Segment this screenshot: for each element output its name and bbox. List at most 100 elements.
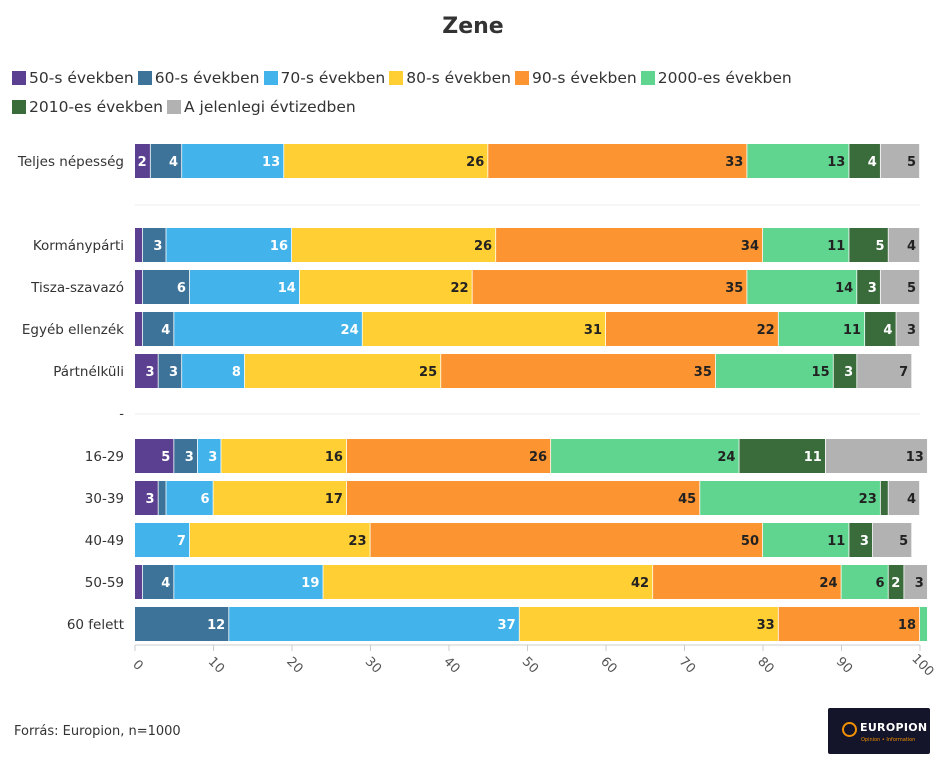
- legend-label: 80-s években: [406, 69, 511, 87]
- bar-segment: [841, 565, 888, 599]
- europion-logo: EUROPION Opinion • Information: [828, 708, 930, 754]
- category-label: Kormánypárti: [33, 238, 124, 254]
- data-label: 8: [232, 365, 241, 380]
- data-label: 13: [827, 155, 845, 170]
- bar-segment: [135, 312, 143, 346]
- x-tick-label: 70: [676, 654, 698, 676]
- legend-label: A jelenlegi évtizedben: [184, 98, 356, 116]
- category-label: 50-59: [85, 575, 124, 591]
- legend-label: 2010-es években: [29, 98, 163, 116]
- bar-segment: [142, 270, 190, 304]
- bar-segment: [166, 228, 292, 262]
- bar-segment: [135, 354, 158, 388]
- bar-segment: [323, 565, 653, 599]
- data-label: 31: [584, 323, 602, 338]
- bar-segment: [747, 270, 857, 304]
- data-label: 3: [153, 239, 162, 254]
- data-label: 3: [146, 492, 155, 507]
- data-label: 4: [907, 492, 916, 507]
- bar-segment: [142, 228, 166, 262]
- data-label: 3: [185, 450, 194, 465]
- data-label: 26: [529, 450, 547, 465]
- legend-label: 70-s években: [280, 69, 386, 87]
- bar-segment: [213, 481, 347, 515]
- bar-segment: [370, 523, 763, 557]
- bar-segment: [299, 270, 472, 304]
- data-label: 5: [876, 239, 885, 254]
- bar-segment: [872, 523, 912, 557]
- data-label: 4: [868, 155, 877, 170]
- category-label: Tisza-szavazó: [30, 280, 124, 296]
- bar-segment: [488, 144, 747, 178]
- bar-segment: [472, 270, 747, 304]
- data-label: 4: [883, 323, 892, 338]
- data-label: 24: [819, 576, 837, 591]
- bar-segment: [700, 481, 880, 515]
- category-label: 60 felett: [67, 617, 124, 633]
- legend-label: 50-s években: [29, 69, 134, 87]
- legend: 50-s években 60-s években 70-s években 80-s…: [12, 64, 932, 122]
- bar-segment: [135, 439, 174, 473]
- data-label: 3: [868, 281, 877, 296]
- bar-segment: [135, 270, 143, 304]
- data-label: 18: [898, 618, 916, 633]
- bar-segment: [182, 144, 284, 178]
- logo-text: EUROPION: [860, 721, 928, 734]
- bar-segment: [135, 144, 150, 178]
- data-label: 13: [262, 155, 280, 170]
- data-label: 35: [725, 281, 743, 296]
- bar-segment: [135, 565, 143, 599]
- data-label: 15: [812, 365, 830, 380]
- legend-item: 60-s években: [137, 64, 260, 93]
- bar-segment: [182, 354, 245, 388]
- x-tick-label: 90: [833, 654, 855, 676]
- data-label: 2: [891, 576, 900, 591]
- bar-segment: [920, 607, 928, 641]
- bar-segment: [763, 228, 849, 262]
- data-label: 4: [161, 323, 170, 338]
- source-note: Forrás: Europion, n=1000: [14, 724, 181, 739]
- data-label: 35: [694, 365, 712, 380]
- data-label: 4: [161, 576, 170, 591]
- bar-segment: [346, 439, 551, 473]
- x-tick-label: 0: [129, 657, 145, 673]
- bar-segment: [849, 523, 873, 557]
- data-label: 16: [270, 239, 288, 254]
- bar-segment: [739, 439, 825, 473]
- bar-segment: [496, 228, 763, 262]
- data-label: 26: [474, 239, 492, 254]
- data-label: 14: [278, 281, 296, 296]
- bar-segment: [142, 312, 174, 346]
- bar-segment: [825, 439, 928, 473]
- x-tick-label: 60: [597, 654, 619, 676]
- data-label: 6: [200, 492, 209, 507]
- bar-segment: [135, 607, 229, 641]
- data-label: 50: [741, 534, 759, 549]
- legend-swatch: [263, 71, 278, 85]
- legend-label: 90-s években: [532, 69, 637, 87]
- data-label: 24: [717, 450, 735, 465]
- bar-segment: [135, 481, 158, 515]
- legend-item: 70-s években: [263, 64, 386, 93]
- data-label: 3: [146, 365, 155, 380]
- bar-segment: [189, 270, 300, 304]
- data-label: 25: [419, 365, 437, 380]
- data-label: 26: [466, 155, 484, 170]
- data-label: 14: [835, 281, 853, 296]
- data-label: 3: [169, 365, 178, 380]
- legend-swatch: [137, 71, 152, 85]
- data-label: 6: [177, 281, 186, 296]
- data-label: 11: [843, 323, 861, 338]
- bar-segment: [849, 144, 880, 178]
- data-label: 2: [138, 155, 147, 170]
- bar-segment: [857, 354, 912, 388]
- bar-segment: [174, 439, 197, 473]
- bar-segment: [551, 439, 739, 473]
- bar-segment: [142, 565, 174, 599]
- legend-swatch: [12, 100, 26, 114]
- x-tick-label: 50: [519, 654, 541, 676]
- x-tick-label: 20: [283, 654, 305, 676]
- legend-item: A jelenlegi évtizedben: [167, 93, 356, 122]
- data-label: 5: [161, 450, 170, 465]
- data-label: 5: [899, 534, 908, 549]
